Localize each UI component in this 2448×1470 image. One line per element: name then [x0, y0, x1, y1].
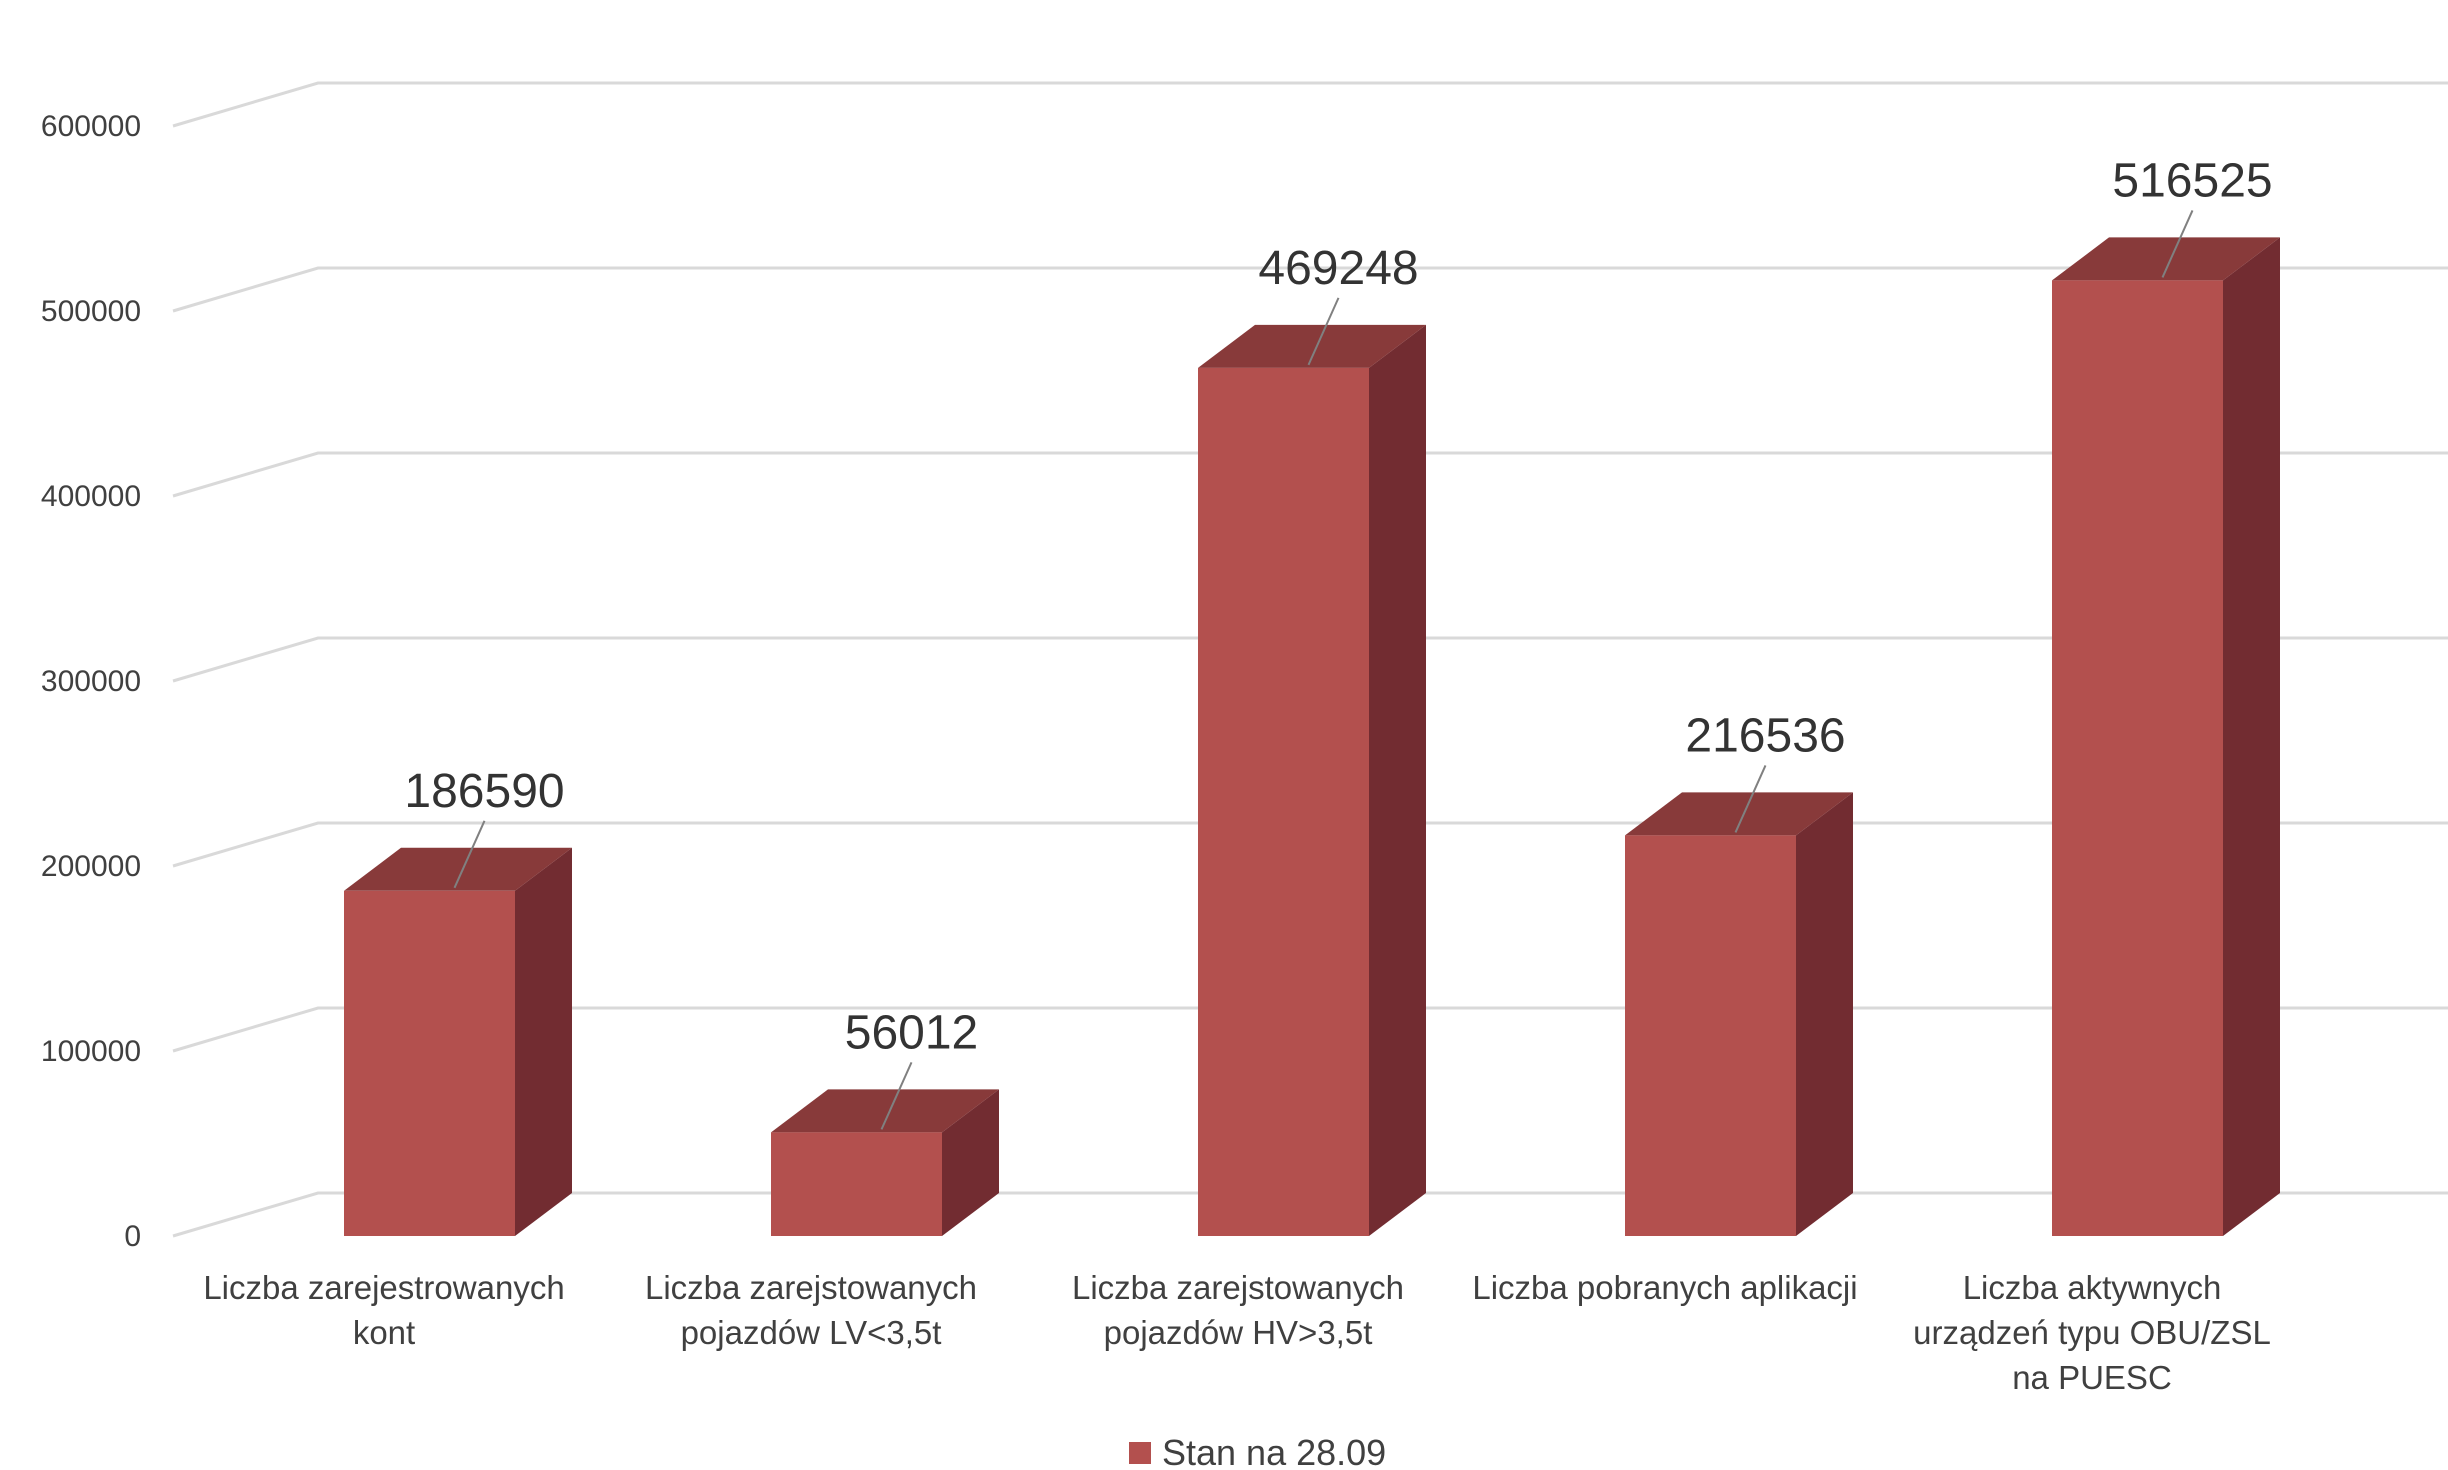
legend: Stan na 28.09 — [1129, 1432, 1386, 1470]
y-tick-label: 300000 — [41, 665, 141, 698]
y-tick-label: 500000 — [41, 295, 141, 328]
bar-front — [1625, 835, 1796, 1236]
bar-top — [1625, 792, 1853, 836]
bar-side — [2223, 237, 2280, 1236]
data-label-leader — [2161, 210, 2194, 278]
bar-front — [771, 1132, 942, 1236]
y-tick-label: 0 — [124, 1220, 141, 1253]
y-tick-label: 100000 — [41, 1035, 141, 1068]
bar — [771, 1089, 999, 1236]
bar — [1625, 792, 1853, 1236]
bar — [1198, 324, 1426, 1236]
category-labels: Liczba zarejestrowanych kont Liczba zarejs… — [203, 1269, 2271, 1396]
bar-front — [1198, 367, 1369, 1236]
bar-side — [515, 847, 572, 1236]
legend-swatch — [1129, 1442, 1151, 1464]
category-label: Liczba zarejstowanych pojazdów HV>3,5t — [1072, 1269, 1404, 1351]
bar-front — [2052, 280, 2223, 1237]
data-labels: 186590 56012 469248 216536 516525 — [404, 154, 2273, 1130]
bar-side — [1796, 792, 1853, 1236]
bar-top — [2052, 237, 2280, 281]
bar — [344, 847, 572, 1236]
bar-top — [1198, 324, 1426, 368]
data-label: 56012 — [845, 1006, 978, 1059]
data-label: 516525 — [2112, 154, 2272, 207]
data-label: 216536 — [1685, 709, 1845, 762]
gridline — [172, 266, 2448, 313]
data-label-leader — [453, 820, 486, 889]
bar — [2052, 237, 2280, 1237]
y-tick-label: 400000 — [41, 480, 141, 513]
data-label: 469248 — [1258, 242, 1418, 295]
y-tick-label: 200000 — [41, 850, 141, 883]
bar-side — [942, 1089, 999, 1236]
y-tick-label: 600000 — [41, 110, 141, 143]
data-label: 186590 — [404, 765, 564, 818]
data-label-leader — [1734, 764, 1767, 833]
bar-top — [771, 1089, 999, 1133]
bar-side — [1369, 324, 1426, 1236]
gridline — [172, 81, 2448, 128]
gridline — [172, 451, 2448, 498]
y-axis-ticks: 0 100000 200000 300000 400000 500000 600000 — [41, 110, 141, 1253]
category-label: Liczba pobranych aplikacji — [1472, 1269, 1857, 1306]
bar-top — [344, 847, 572, 891]
bar-front — [344, 890, 515, 1236]
bars — [344, 237, 2280, 1237]
data-label-leader — [880, 1061, 913, 1130]
legend-label: Stan na 28.09 — [1162, 1432, 1386, 1470]
category-label: Liczba aktywnych urządzeń typu OBU/ZSL na … — [1913, 1269, 2271, 1396]
grid-layer — [172, 81, 2448, 1238]
data-label-leader — [1307, 297, 1340, 366]
category-label: Liczba zarejestrowanych kont — [203, 1269, 564, 1351]
category-label: Liczba zarejstowanych pojazdów LV<3,5t — [645, 1269, 977, 1351]
gridline — [172, 636, 2448, 683]
